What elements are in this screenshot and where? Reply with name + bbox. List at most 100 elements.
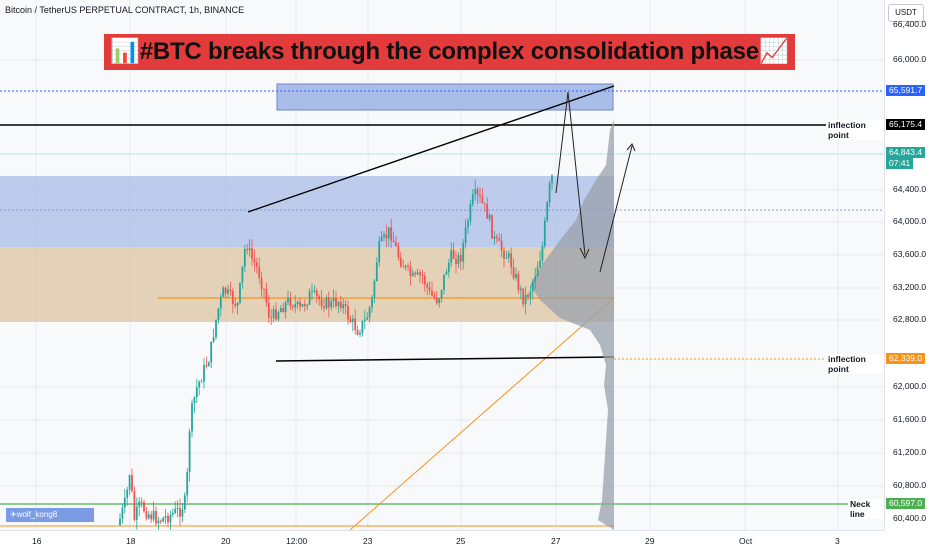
candle-body bbox=[193, 397, 196, 404]
candle-body bbox=[411, 272, 414, 276]
candle-body bbox=[311, 290, 313, 292]
price-tick: 66,400.0 bbox=[893, 19, 927, 29]
time-tick: 23 bbox=[363, 536, 373, 546]
candle-body bbox=[383, 234, 385, 238]
candle-body bbox=[536, 267, 539, 277]
candle-body bbox=[483, 203, 486, 205]
candle-body bbox=[462, 242, 465, 262]
candle-body bbox=[359, 332, 361, 335]
candle-body bbox=[330, 301, 333, 308]
candle-body bbox=[407, 265, 409, 267]
candle-body bbox=[399, 257, 402, 267]
chart-title-banner: 📊#BTC breaks through the complex consoli… bbox=[104, 34, 795, 70]
candle-body bbox=[167, 515, 169, 523]
candle-body bbox=[229, 289, 232, 292]
candle-body bbox=[356, 330, 359, 335]
candle-body bbox=[534, 276, 537, 282]
time-tick: 25 bbox=[456, 536, 466, 546]
candle-body bbox=[373, 280, 376, 298]
countdown-label: 07:41 bbox=[886, 158, 914, 169]
time-tick: 3 bbox=[835, 536, 840, 546]
price-label-inflection-top: 65,175.4 bbox=[886, 119, 926, 130]
candle-body bbox=[433, 295, 436, 298]
candle-body bbox=[275, 309, 277, 320]
candle-body bbox=[481, 196, 484, 204]
candle-body bbox=[299, 301, 301, 307]
candle-body bbox=[272, 309, 275, 318]
candle-body bbox=[349, 319, 352, 323]
candle-body bbox=[246, 248, 249, 251]
candle-body bbox=[423, 275, 426, 285]
candle-body bbox=[467, 221, 469, 228]
candle-body bbox=[409, 266, 412, 276]
candle-body bbox=[522, 288, 525, 305]
candle-body bbox=[224, 287, 227, 294]
chart-area[interactable]: Bitcoin / TetherUS PERPETUAL CONTRACT, 1… bbox=[0, 0, 884, 530]
candle-body bbox=[164, 515, 167, 518]
candle-body bbox=[368, 307, 371, 318]
candle-body bbox=[162, 517, 165, 522]
candle-body bbox=[531, 281, 534, 292]
time-tick: 27 bbox=[551, 536, 561, 546]
candle-body bbox=[452, 250, 455, 259]
currency-button[interactable]: USDT bbox=[888, 4, 924, 22]
candle-body bbox=[135, 506, 138, 520]
candle-body bbox=[222, 287, 225, 297]
candle-body bbox=[378, 241, 381, 263]
candle-body bbox=[392, 240, 395, 243]
candle-body bbox=[267, 302, 270, 318]
candle-body bbox=[327, 297, 330, 308]
candle-body bbox=[123, 497, 126, 508]
candle-body bbox=[397, 246, 400, 258]
candle-body bbox=[488, 214, 491, 219]
time-tick: 29 bbox=[645, 536, 655, 546]
price-tick: 62,800.0 bbox=[893, 314, 927, 324]
candle-body bbox=[524, 294, 527, 305]
candle-body bbox=[227, 289, 229, 294]
top-blue-box bbox=[276, 83, 614, 111]
inflection-point-top-label: inflection point bbox=[826, 120, 884, 140]
candle-body bbox=[308, 291, 311, 305]
candle-body bbox=[210, 341, 213, 363]
candle-body bbox=[354, 318, 357, 331]
candle-body bbox=[332, 298, 335, 302]
candle-body bbox=[491, 214, 493, 239]
candle-body bbox=[344, 304, 347, 306]
candle-body bbox=[402, 266, 405, 268]
candle-body bbox=[296, 301, 299, 305]
candle-body bbox=[212, 337, 215, 342]
author-watermark: ✈wolf_kong8 bbox=[6, 508, 94, 522]
candle-body bbox=[320, 299, 323, 307]
candle-body bbox=[527, 294, 529, 297]
candle-body bbox=[351, 318, 354, 323]
candle-body bbox=[440, 290, 443, 299]
candle-body bbox=[205, 365, 208, 367]
candle-body bbox=[323, 306, 325, 309]
candle-body bbox=[231, 291, 234, 305]
candle-body bbox=[519, 288, 522, 291]
price-tick: 64,400.0 bbox=[893, 184, 927, 194]
candle-body bbox=[435, 297, 438, 304]
candle-body bbox=[337, 301, 340, 307]
candle-body bbox=[486, 203, 489, 219]
time-axis[interactable] bbox=[0, 530, 884, 551]
candle-body bbox=[479, 194, 481, 197]
candle-body bbox=[157, 520, 160, 524]
candle-body bbox=[548, 183, 551, 203]
candle-body bbox=[277, 312, 280, 320]
candle-body bbox=[342, 304, 345, 309]
candle-body bbox=[248, 248, 251, 251]
candle-body bbox=[325, 297, 328, 309]
candle-body bbox=[236, 302, 239, 306]
candle-body bbox=[270, 317, 273, 319]
candle-body bbox=[200, 381, 203, 383]
candle-body bbox=[469, 204, 472, 222]
candle-body bbox=[414, 272, 417, 275]
inflection-point-bottom-label: inflection point bbox=[826, 354, 884, 374]
candle-body bbox=[471, 194, 474, 205]
candle-body bbox=[543, 220, 546, 247]
candle-body bbox=[133, 491, 136, 520]
candle-body bbox=[258, 266, 261, 279]
candle-body bbox=[183, 495, 186, 510]
tan-zone bbox=[0, 247, 614, 322]
